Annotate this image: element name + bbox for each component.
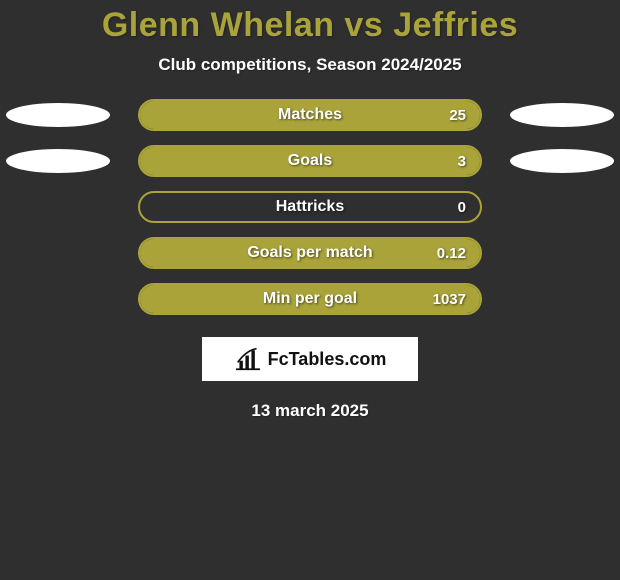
stat-bar: Goals per match 0.12 [138,237,482,269]
stat-value: 0.12 [437,245,466,262]
page-title: Glenn Whelan vs Jeffries [102,6,518,45]
stat-label: Hattricks [276,198,344,216]
stat-label: Min per goal [263,290,357,308]
stat-value: 25 [449,107,466,124]
player-left-marker [6,149,110,173]
stat-value: 3 [458,153,466,170]
player-left-marker [6,103,110,127]
stat-label: Goals per match [247,244,372,262]
subtitle: Club competitions, Season 2024/2025 [158,55,461,75]
fctables-logo: FcTables.com [202,337,418,381]
player-right-marker [510,149,614,173]
date-text: 13 march 2025 [251,401,368,421]
stats-area: Matches 25 Goals 3 Hattricks 0 [0,99,620,315]
stat-row: Min per goal 1037 [0,283,620,315]
logo-text: FcTables.com [268,349,387,370]
stat-row: Matches 25 [0,99,620,131]
bar-chart-icon [234,347,262,371]
stat-row: Goals per match 0.12 [0,237,620,269]
stat-bar: Goals 3 [138,145,482,177]
page: Glenn Whelan vs Jeffries Club competitio… [0,0,620,580]
stat-bar: Min per goal 1037 [138,283,482,315]
stat-row: Hattricks 0 [0,191,620,223]
stat-value: 1037 [433,291,466,308]
stat-bar: Hattricks 0 [138,191,482,223]
stat-row: Goals 3 [0,145,620,177]
player-right-marker [510,103,614,127]
stat-label: Goals [288,152,332,170]
stat-bar: Matches 25 [138,99,482,131]
stat-value: 0 [458,199,466,216]
stat-label: Matches [278,106,342,124]
